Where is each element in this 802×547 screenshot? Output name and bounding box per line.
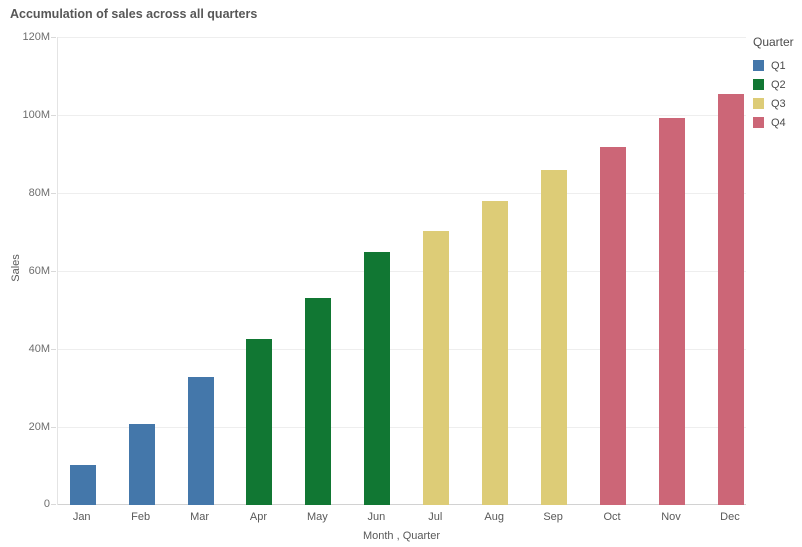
bar-may[interactable] [305, 298, 332, 505]
legend-item-q3[interactable]: Q3 [753, 94, 794, 113]
y-tick-label-80M: 80M [28, 187, 50, 199]
legend-swatch-q2 [753, 79, 764, 90]
gridline-100M [58, 115, 746, 116]
gridline-80M [58, 193, 746, 194]
y-tick-mark [51, 115, 56, 116]
gridline-20M [58, 427, 746, 428]
y-tick-mark [51, 504, 56, 505]
y-axis-title: Sales [10, 254, 22, 282]
legend: Quarter Q1 Q2 Q3 Q4 [753, 35, 794, 132]
legend-swatch-q4 [753, 117, 764, 128]
y-axis: 0 20M 40M 60M 80M 100M 120M [0, 0, 56, 547]
x-tick-label-jan: Jan [72, 511, 91, 523]
chart-title: Accumulation of sales across all quarter… [10, 7, 258, 21]
y-tick-label-100M: 100M [22, 109, 50, 121]
x-tick-label-mar: Mar [190, 511, 210, 523]
legend-label-q4: Q4 [771, 116, 786, 129]
bar-oct[interactable] [600, 147, 627, 505]
x-axis-title: Month , Quarter [362, 530, 441, 542]
x-tick-label-aug: Aug [484, 511, 504, 523]
y-tick-label-40M: 40M [28, 343, 50, 355]
legend-swatch-q1 [753, 60, 764, 71]
y-tick-label-0: 0 [43, 498, 50, 510]
x-axis: Jan Feb Mar Apr May Jun Jul Aug Sep Oct Nov Dec [57, 511, 746, 525]
x-tick-label-dec: Dec [720, 511, 740, 523]
x-tick-label-jul: Jul [428, 511, 443, 523]
gridline-120M [58, 37, 746, 38]
legend-item-q4[interactable]: Q4 [753, 113, 794, 132]
x-tick-label-may: May [307, 511, 328, 523]
x-tick-label-apr: Apr [249, 511, 268, 523]
legend-item-q1[interactable]: Q1 [753, 56, 794, 75]
bar-dec[interactable] [717, 93, 744, 505]
bar-jan[interactable] [69, 465, 96, 505]
y-tick-mark [51, 427, 56, 428]
gridline-0 [58, 504, 746, 505]
bar-nov[interactable] [659, 117, 685, 505]
legend-label-q1: Q1 [771, 59, 786, 72]
y-tick-label-20M: 20M [28, 421, 50, 433]
y-tick-label-120M: 120M [22, 31, 50, 43]
gridline-40M [58, 349, 746, 350]
bar-jul[interactable] [423, 230, 450, 505]
plot-area [57, 37, 746, 505]
x-tick-label-nov: Nov [661, 511, 681, 523]
x-tick-label-jun: Jun [367, 511, 386, 523]
y-tick-mark [51, 271, 56, 272]
bar-apr[interactable] [246, 338, 273, 505]
legend-label-q2: Q2 [771, 78, 786, 91]
legend-swatch-q3 [753, 98, 764, 109]
bar-sep[interactable] [541, 170, 568, 505]
legend-title: Quarter [753, 35, 794, 49]
x-tick-label-sep: Sep [543, 511, 563, 523]
legend-label-q3: Q3 [771, 97, 786, 110]
bar-jun[interactable] [364, 251, 391, 505]
x-tick-label-feb: Feb [131, 511, 151, 523]
bar-mar[interactable] [187, 376, 214, 505]
y-tick-mark [51, 37, 56, 38]
bar-aug[interactable] [482, 200, 509, 505]
y-tick-mark [51, 193, 56, 194]
y-tick-mark [51, 349, 56, 350]
y-tick-label-60M: 60M [28, 265, 50, 277]
x-tick-label-oct: Oct [603, 511, 621, 523]
legend-item-q2[interactable]: Q2 [753, 75, 794, 94]
bar-feb[interactable] [128, 423, 155, 505]
legend-items: Q1 Q2 Q3 Q4 [753, 56, 794, 132]
gridline-60M [58, 271, 746, 272]
